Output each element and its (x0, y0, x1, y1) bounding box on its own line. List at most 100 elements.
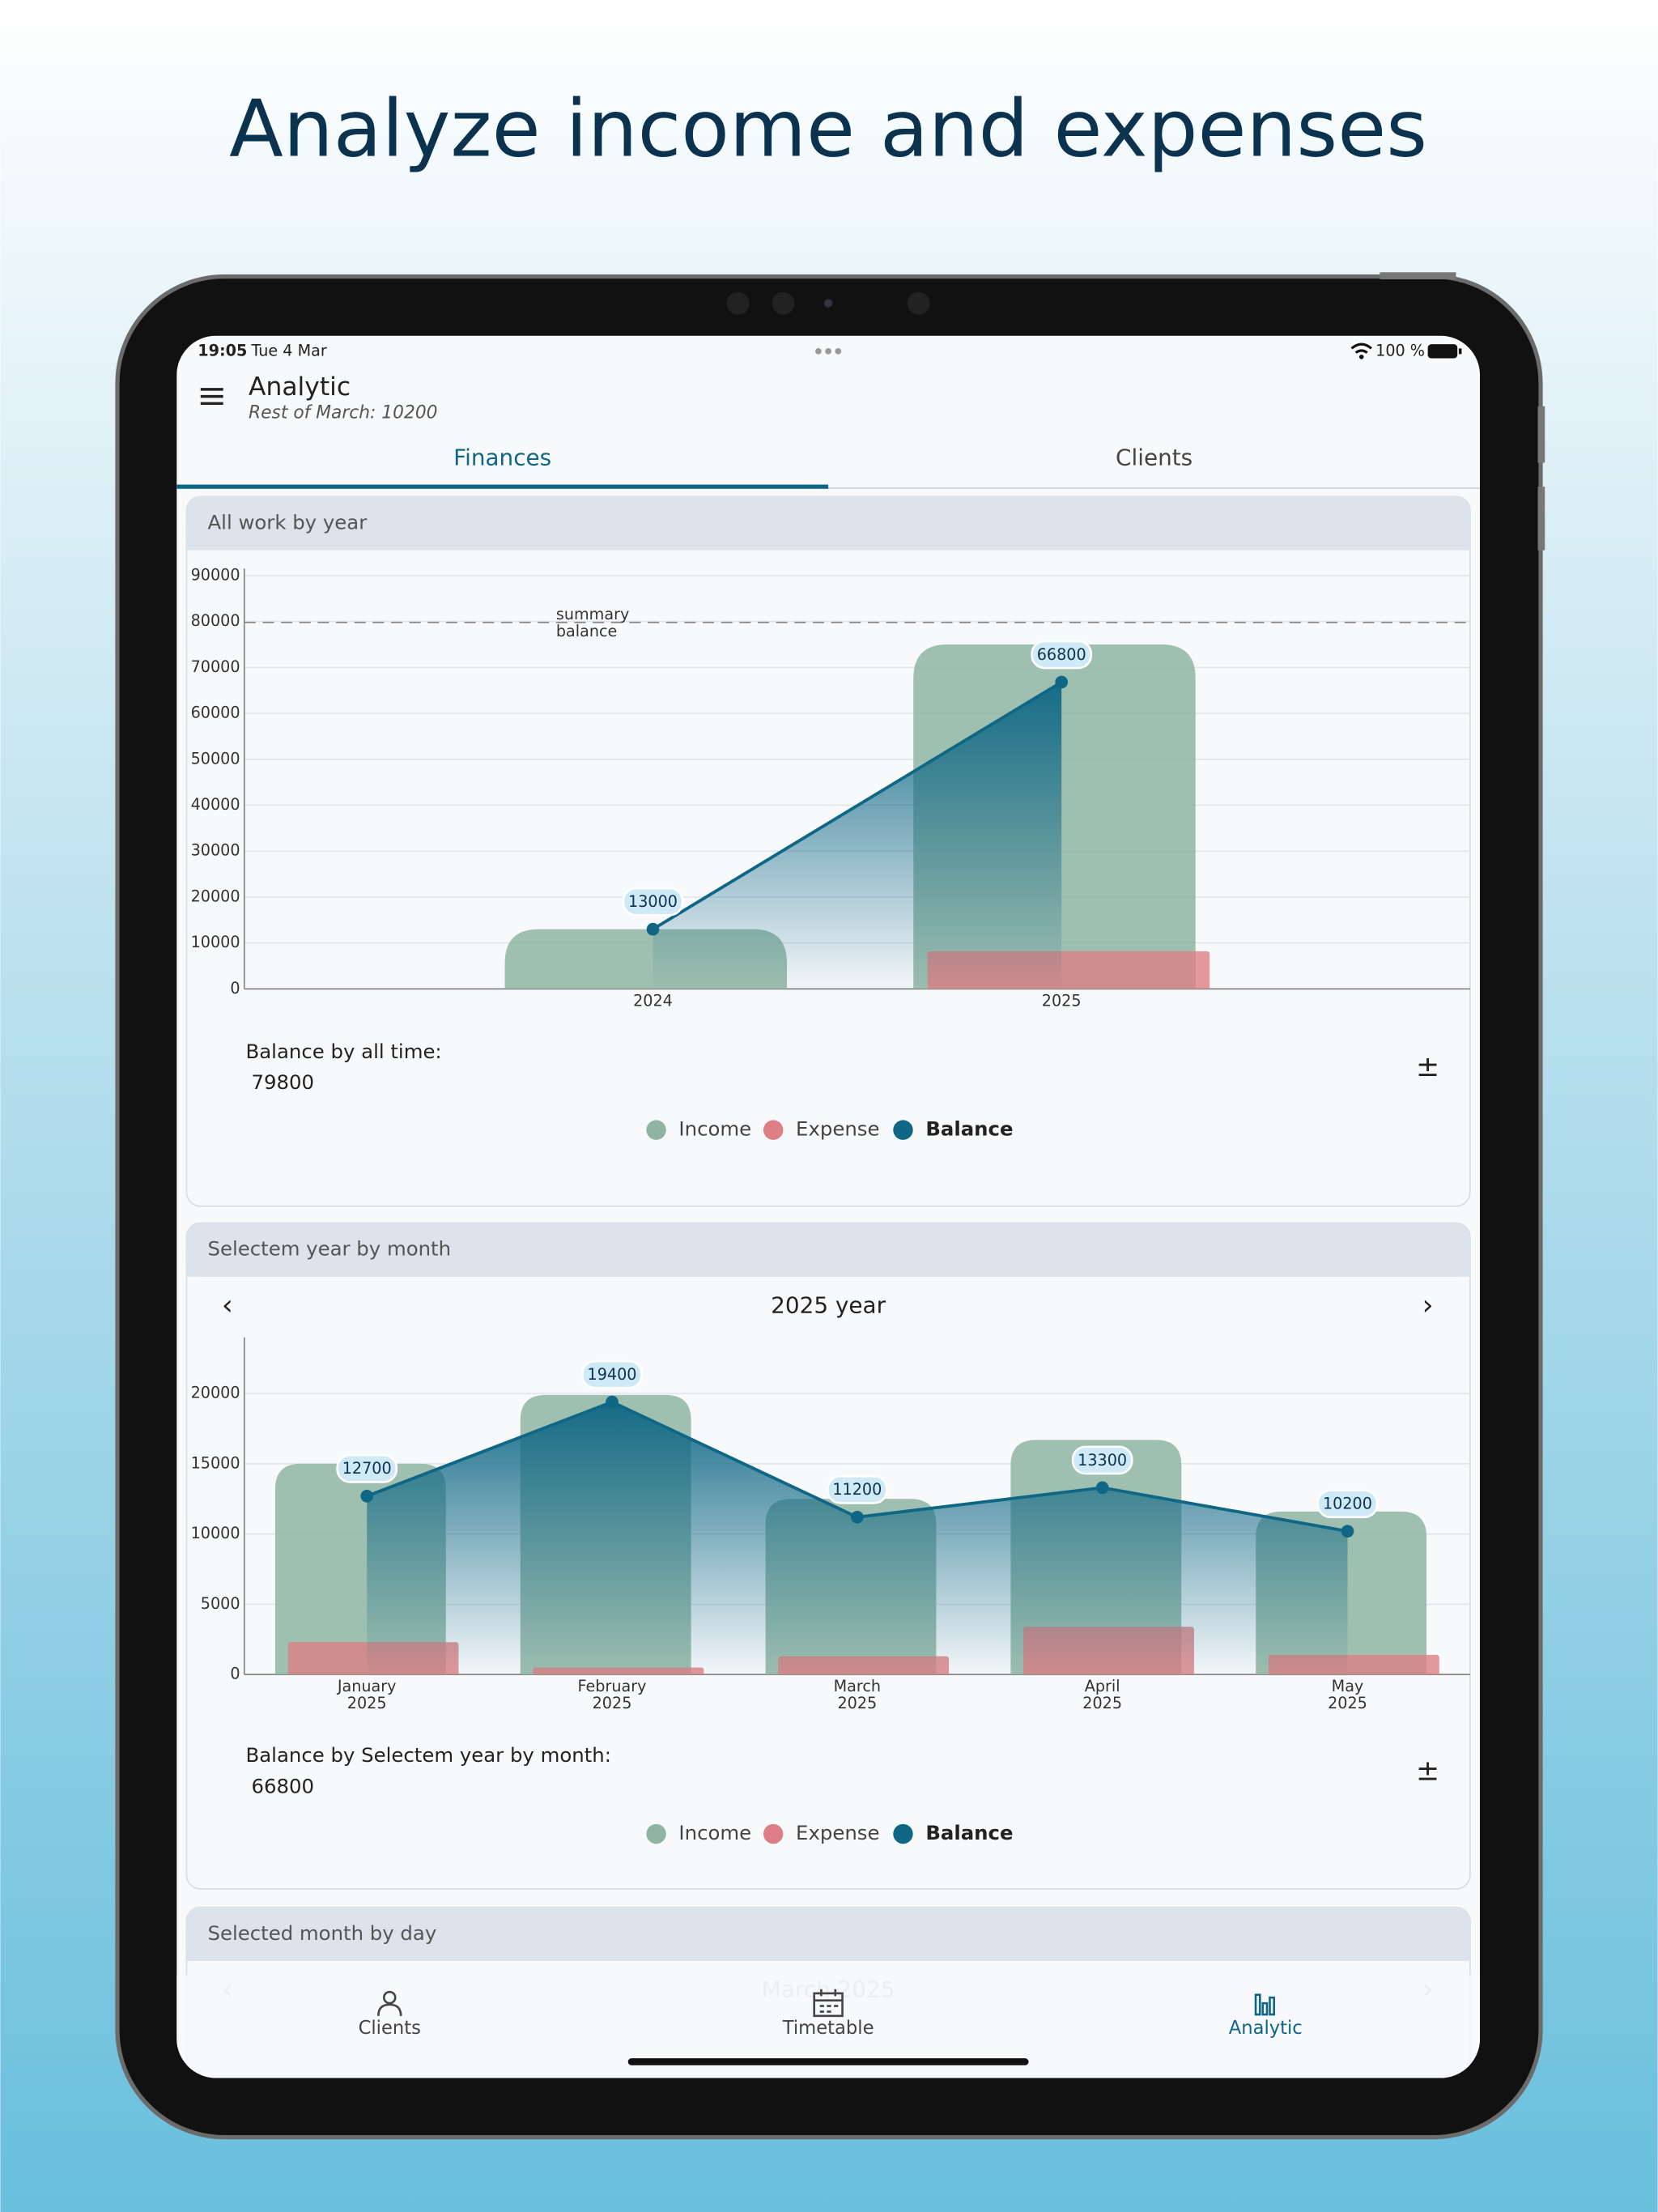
tab-finances[interactable]: Finances (453, 444, 551, 470)
summary-label: Balance by Selectem year by month: (246, 1743, 611, 1767)
y-tick-label: 0 (230, 1665, 240, 1683)
legend-label[interactable]: Income (678, 1117, 751, 1141)
value-bubble (1031, 640, 1093, 670)
toggle-sign-button[interactable]: ± (1416, 1051, 1439, 1083)
x-tick-label-box: May 2025 (1328, 1678, 1367, 1713)
value-bubble (1071, 1445, 1133, 1475)
prev-button[interactable]: ‹ (222, 1289, 233, 1321)
app-title: Analytic (249, 372, 351, 402)
x-tick-label: February 2025 (577, 1678, 647, 1713)
tab-indicator (176, 484, 829, 489)
y-tick-label: 50000 (191, 749, 240, 768)
y-tick-label: 0 (230, 979, 240, 998)
legend-swatch (646, 1120, 666, 1140)
x-tick-label-box: February 2025 (577, 1678, 647, 1713)
app-subtitle: Rest of March: 10200 (249, 403, 438, 423)
balance-area (653, 682, 1062, 989)
x-tick-label: May 2025 (1328, 1678, 1367, 1713)
x-tick-label-box: 2024 (633, 993, 673, 1010)
y-tick-label: 15000 (191, 1453, 240, 1472)
y-tick-label: 60000 (191, 704, 240, 722)
legend-label[interactable]: Expense (796, 1117, 879, 1141)
x-tick-label: January 2025 (337, 1678, 397, 1713)
screen: 19:05 Tue 4 Mar 100 % Analytic Rest of M… (176, 335, 1481, 2078)
toggle-sign-button[interactable]: ± (1416, 1755, 1439, 1787)
legend-swatch (893, 1120, 913, 1140)
y-tick-label: 20000 (191, 887, 240, 905)
balance-point (1095, 1481, 1109, 1495)
x-tick-label: April 2025 (1082, 1678, 1123, 1713)
y-tick-label: 10000 (191, 933, 240, 951)
balance-point (646, 922, 660, 936)
value-bubble (581, 1359, 643, 1389)
balance-point (851, 1510, 864, 1524)
y-tick-label: 90000 (191, 565, 240, 584)
y-tick-label: 5000 (201, 1594, 240, 1613)
value-bubble (1316, 1489, 1379, 1519)
legend-label[interactable]: Expense (796, 1821, 879, 1844)
nav-label[interactable]: Clients (359, 2018, 421, 2039)
x-tick-label-box: March 2025 (833, 1678, 882, 1713)
nav-label[interactable]: Analytic (1229, 2018, 1303, 2039)
multitask-dots (815, 348, 842, 355)
reference-label: summary balance (555, 606, 630, 641)
summary-value: 66800 (252, 1775, 315, 1798)
summary-value: 79800 (252, 1070, 315, 1094)
card-title: All work by year (207, 510, 368, 534)
legend-swatch (763, 1120, 784, 1140)
balance-line (652, 680, 1063, 931)
wifi-icon (1350, 342, 1372, 354)
status-time: 19:05 (198, 341, 247, 359)
next-button[interactable]: › (1422, 1289, 1434, 1321)
x-tick-label-box: January 2025 (337, 1678, 397, 1713)
x-tick-label: March 2025 (833, 1678, 882, 1713)
nav-icon (813, 1989, 844, 2018)
headline: Analyze income and expenses (229, 83, 1427, 175)
period-label: 2025 year (771, 1291, 886, 1318)
nav-label[interactable]: Timetable (782, 2018, 874, 2039)
value-bubble (826, 1475, 888, 1504)
value-label: 10200 (1323, 1495, 1372, 1513)
card-header (186, 1935, 1470, 1961)
value-label: 13300 (1078, 1451, 1127, 1470)
device-button (1380, 272, 1456, 279)
card-title: Selectem year by month (207, 1237, 451, 1261)
y-tick-label: 20000 (191, 1384, 240, 1402)
tab-clients[interactable]: Clients (1116, 444, 1192, 470)
battery-icon (1427, 344, 1458, 359)
summary-label: Balance by all time: (246, 1040, 442, 1063)
device-button (1537, 406, 1545, 463)
home-indicator (627, 2058, 1029, 2065)
reference-label-box: summary balance (555, 606, 630, 641)
balance-point (1055, 675, 1069, 689)
value-label: 13000 (628, 892, 678, 911)
y-tick-label: 10000 (191, 1524, 240, 1542)
legend-swatch (893, 1823, 913, 1844)
x-tick-label: 2024 (633, 993, 673, 1010)
x-tick-label-box: April 2025 (1082, 1678, 1123, 1713)
balance-area (367, 1402, 1348, 1675)
y-tick-label: 30000 (191, 841, 240, 860)
battery-icon (1458, 348, 1462, 355)
y-tick-label: 70000 (191, 657, 240, 676)
nav-icon (377, 1990, 402, 2016)
camera (726, 291, 930, 315)
value-bubble (336, 1453, 398, 1483)
device-button (1537, 487, 1545, 551)
balance-point (1341, 1525, 1354, 1538)
x-tick-label: 2025 (1041, 993, 1082, 1010)
value-label: 19400 (588, 1365, 637, 1384)
legend-label[interactable]: Income (678, 1821, 751, 1844)
value-label: 66800 (1037, 645, 1086, 664)
battery-level: 100 % (1375, 341, 1425, 359)
legend-swatch (646, 1823, 666, 1844)
value-label: 12700 (342, 1459, 392, 1478)
legend-label[interactable]: Balance (925, 1821, 1013, 1844)
menu-button[interactable] (200, 388, 223, 406)
legend-label[interactable]: Balance (925, 1117, 1013, 1141)
card-header (186, 1251, 1470, 1277)
x-tick-label-box: 2025 (1041, 993, 1082, 1010)
y-tick-label: 40000 (191, 795, 240, 814)
